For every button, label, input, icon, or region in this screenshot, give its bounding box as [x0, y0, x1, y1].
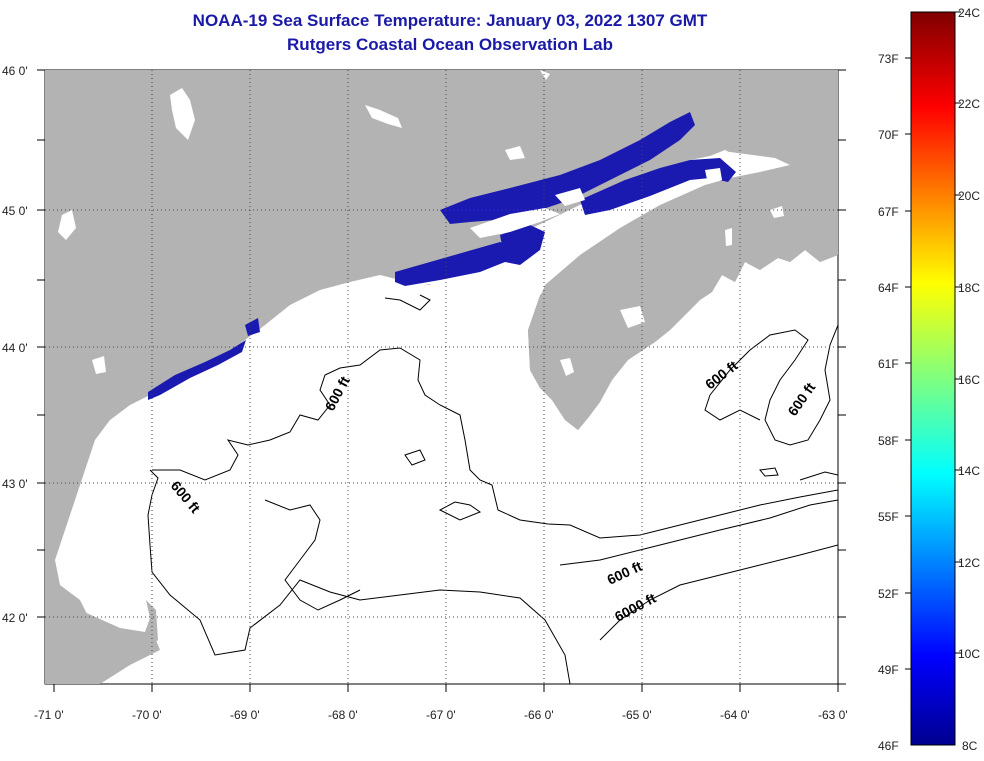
colorbar-f-label: 73F: [878, 52, 899, 66]
cloud-gaps: [470, 168, 722, 238]
colorbar-f-label: 64F: [878, 281, 899, 295]
lon-label: -67 0': [426, 708, 456, 722]
colorbar-f-label: 70F: [878, 128, 899, 142]
axis-ticks: [37, 69, 846, 692]
land-nova-scotia: [528, 178, 838, 430]
longitude-labels: -71 0' -70 0' -69 0' -68 0' -67 0' -66 0…: [34, 708, 848, 722]
colorbar-gradient: [910, 11, 956, 746]
sst-coverage: [148, 112, 736, 400]
map-subtitle: Rutgers Coastal Ocean Observation Lab: [287, 35, 613, 54]
lat-label: 43 0': [2, 477, 28, 491]
colorbar-c-label: 24C: [958, 6, 980, 20]
lat-label: 42 0': [2, 611, 28, 625]
graticule: [45, 70, 838, 684]
lat-label: 45 0': [2, 204, 28, 218]
colorbar-f-label: 55F: [878, 510, 899, 524]
lon-label: -68 0': [328, 708, 358, 722]
colorbar-f-label: 46F: [878, 739, 899, 753]
map-title: NOAA-19 Sea Surface Temperature: January…: [192, 11, 708, 30]
colorbar-c-label: 18C: [958, 281, 980, 295]
colorbar-f-label: 49F: [878, 663, 899, 677]
lon-label: -70 0': [132, 708, 162, 722]
colorbar: 73F 70F 67F 64F 61F 58F 55F 52F 49F 46F …: [878, 6, 980, 753]
lon-label: -66 0': [524, 708, 554, 722]
land-cape-cod: [80, 600, 158, 660]
lon-label: -69 0': [230, 708, 260, 722]
bathymetry-contours: [147, 294, 838, 684]
colorbar-c-label: 20C: [958, 189, 980, 203]
colorbar-c-label: 8C: [962, 739, 978, 753]
map-panel[interactable]: [37, 69, 846, 692]
colorbar-c-label: 16C: [958, 373, 980, 387]
colorbar-f-label: 58F: [878, 434, 899, 448]
colorbar-c-label: 12C: [958, 556, 980, 570]
lon-label: -65 0': [622, 708, 652, 722]
lon-label: -63 0': [818, 708, 848, 722]
colorbar-f-label: 67F: [878, 205, 899, 219]
colorbar-c-label: 10C: [958, 647, 980, 661]
lon-label: -71 0': [34, 708, 64, 722]
lon-label: -64 0': [720, 708, 750, 722]
inland-lakes: [58, 70, 784, 376]
lat-label: 46 0': [2, 64, 28, 78]
lat-label: 44 0': [2, 341, 28, 355]
colorbar-f-label: 52F: [878, 587, 899, 601]
colorbar-c-label: 22C: [958, 97, 980, 111]
colorbar-c-label: 14C: [958, 464, 980, 478]
colorbar-f-label: 61F: [878, 357, 899, 371]
